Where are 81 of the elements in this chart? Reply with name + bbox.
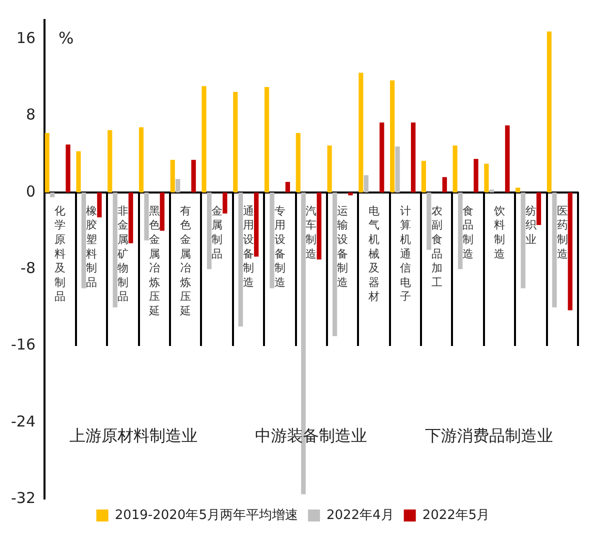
bar <box>128 192 134 244</box>
x-tick-label: 黑色金属冶炼压延 <box>148 204 160 318</box>
bar <box>410 122 416 192</box>
bar <box>520 192 526 288</box>
y-tick-label: 16 <box>16 29 36 48</box>
bar <box>254 192 259 257</box>
x-tick-label: 运输设备制造 <box>337 204 348 289</box>
bar <box>66 144 70 192</box>
annotation: 上游原材料制造业 <box>69 426 198 445</box>
x-tick-label: 计算机通信电子 <box>400 204 411 304</box>
x-tick-label: 非金属矿物制品 <box>116 204 128 304</box>
bar <box>546 31 552 192</box>
y-tick-label: -32 <box>11 488 36 507</box>
bar <box>138 127 144 192</box>
bar <box>395 146 400 192</box>
x-tick-label: 金属制品 <box>212 204 223 260</box>
y-axis-title: % <box>58 28 74 48</box>
bar <box>358 72 364 192</box>
bar <box>264 87 270 192</box>
bar <box>108 130 112 192</box>
bar <box>505 125 510 192</box>
annotation: 中游装备制造业 <box>255 426 368 445</box>
bar <box>421 160 426 192</box>
bar <box>176 179 180 192</box>
x-tick-label: 橡胶塑料制品 <box>86 204 98 289</box>
bar <box>380 122 384 192</box>
x-tick-label: 有色金属冶炼压延 <box>179 204 192 318</box>
bar <box>484 164 489 192</box>
x-tick-label: 汽车制造 <box>306 204 317 260</box>
bar <box>474 158 478 192</box>
x-tick-label: 食品制造 <box>462 204 474 260</box>
bar <box>50 192 55 198</box>
bar <box>489 190 494 192</box>
bar <box>327 146 332 192</box>
bar <box>191 160 196 192</box>
bar <box>536 192 542 226</box>
annotation: 下游消费品制造业 <box>425 426 554 445</box>
bar <box>364 175 368 192</box>
y-tick-label: -16 <box>11 336 36 354</box>
x-tick-label: 医药制造 <box>556 204 568 260</box>
bar <box>426 192 432 250</box>
bar <box>568 192 572 310</box>
x-tick-label: 饮料制造 <box>493 204 506 260</box>
legend-label: 2022年4月 <box>326 508 394 523</box>
legend-label: 2019-2020年5月两年平均增速 <box>114 508 298 523</box>
bar <box>160 192 164 231</box>
bar <box>97 192 102 218</box>
bar <box>112 192 118 308</box>
bar <box>44 133 50 192</box>
bar <box>202 86 206 192</box>
bar <box>144 192 149 240</box>
y-tick-label: -8 <box>20 258 36 277</box>
legend-label: 2022年5月 <box>422 508 490 523</box>
x-tick-label: 化学原料及制品 <box>54 204 66 304</box>
bar <box>332 192 338 336</box>
bar <box>296 133 300 192</box>
bar <box>442 177 447 192</box>
x-tick-label: 电气机械及器材 <box>368 204 380 304</box>
x-tick-label: 纺织业 <box>525 204 536 246</box>
bar <box>233 92 238 192</box>
bar <box>516 188 520 192</box>
x-tick-label: 专用设备制造 <box>274 204 286 289</box>
bar <box>285 182 290 192</box>
bar <box>390 80 395 192</box>
x-tick-label: 农副食品加工 <box>431 204 442 289</box>
bar <box>452 146 458 192</box>
bar <box>81 192 86 288</box>
bar <box>238 192 243 327</box>
bar <box>170 160 175 192</box>
bar <box>270 192 274 288</box>
bar <box>552 192 557 308</box>
bar <box>316 192 322 260</box>
bar <box>76 151 81 192</box>
y-tick-label: 8 <box>26 106 36 124</box>
bar <box>222 192 228 214</box>
y-tick-label: -24 <box>11 412 36 430</box>
y-tick-label: 0 <box>26 182 36 200</box>
bar <box>206 192 212 270</box>
bar <box>458 192 463 270</box>
x-tick-label: 通用设备制造 <box>242 204 254 289</box>
bar <box>348 192 353 196</box>
